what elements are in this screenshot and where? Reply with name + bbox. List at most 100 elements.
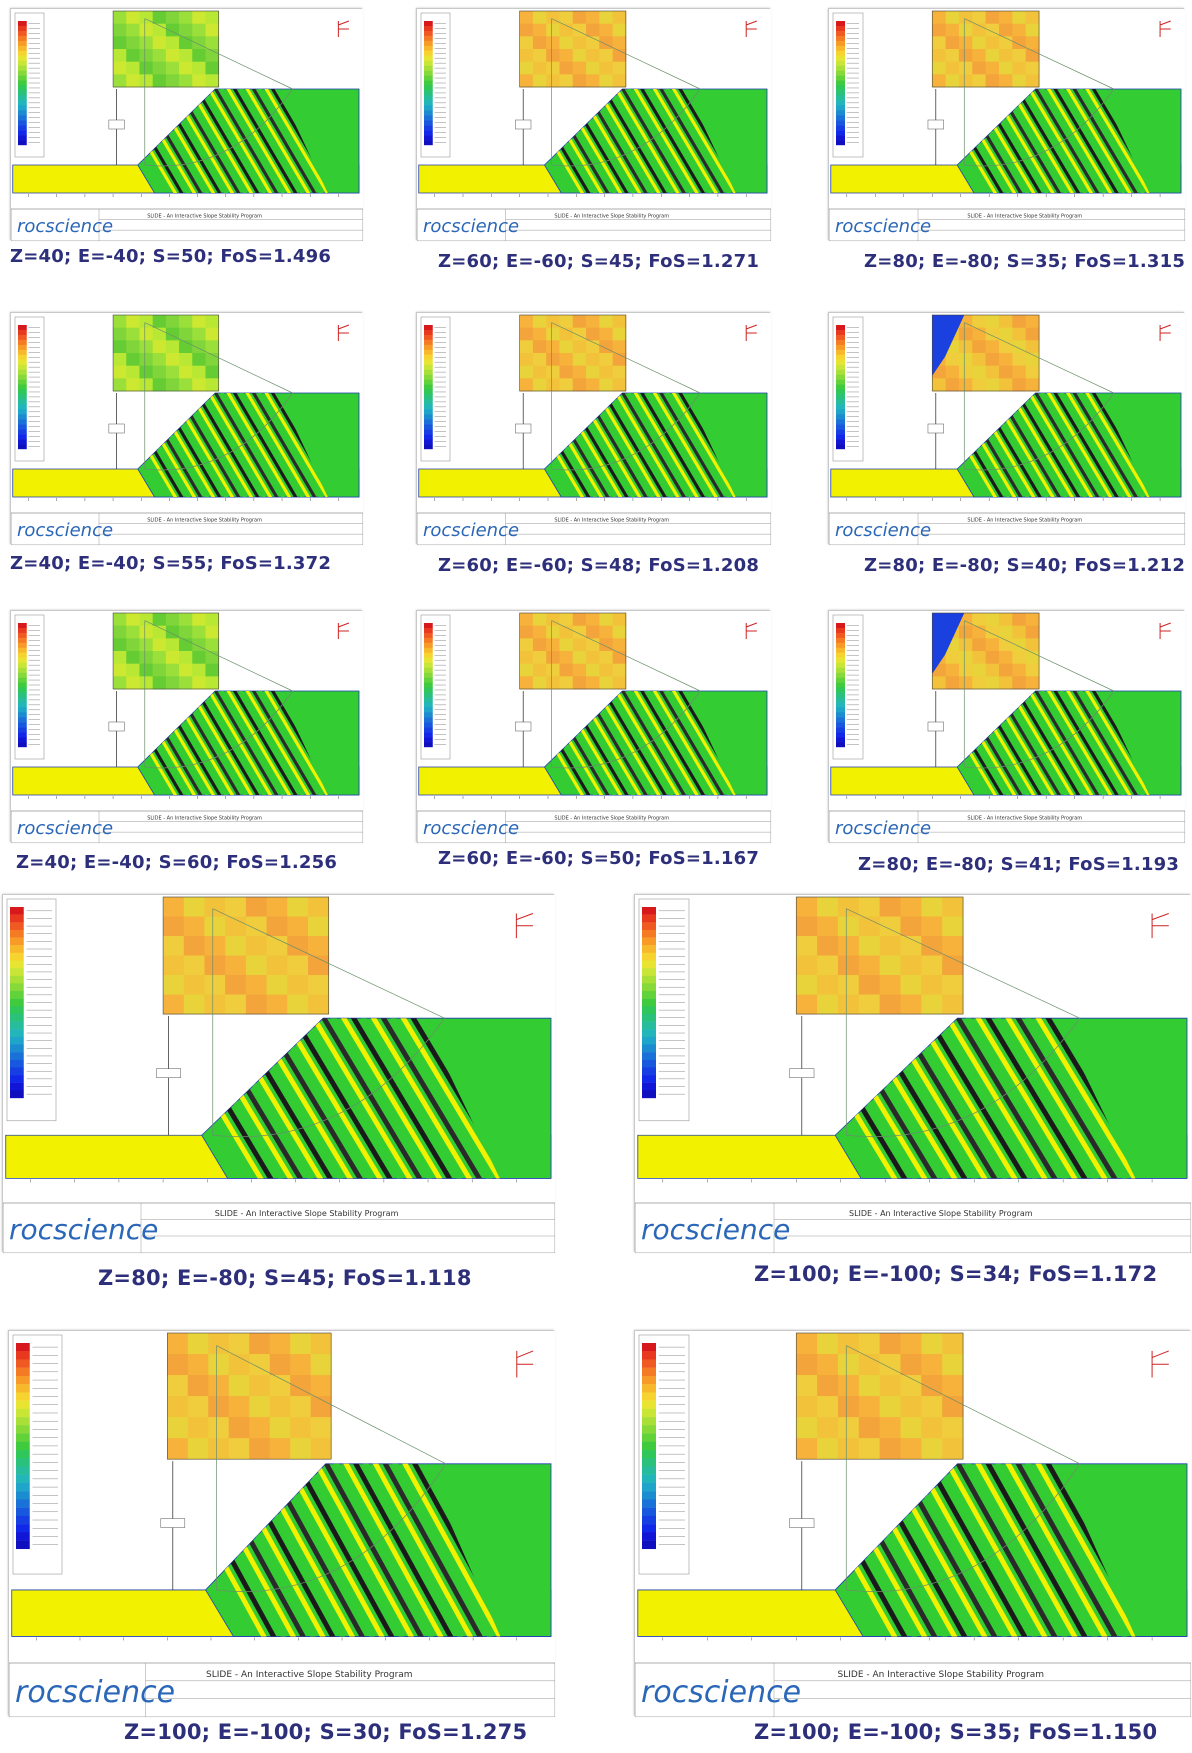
safety-factor-cell (599, 651, 613, 665)
safety-factor-cell (139, 315, 154, 329)
slide-screenshot: rocscience SLIDE - An Interactive Slope S… (2, 894, 555, 1253)
safety-factor-cell (879, 1375, 901, 1397)
safety-factor-cell (249, 1396, 271, 1418)
legend-swatch (642, 975, 656, 984)
safety-factor-cell (152, 49, 167, 63)
legend-swatch (18, 359, 27, 365)
safety-factor-cell (942, 994, 964, 1015)
stratum-band (937, 1018, 1076, 1179)
legend-swatch (18, 80, 27, 86)
legend-swatch (836, 439, 845, 445)
safety-factor-cell (586, 676, 600, 690)
safety-factor-cell (245, 994, 267, 1015)
safety-factor-cell (972, 663, 987, 677)
legend-swatch (424, 702, 433, 708)
stratum-band (362, 1018, 500, 1179)
legend-swatch (18, 667, 27, 673)
safety-factor-cell (958, 340, 973, 354)
legend-swatch (18, 130, 27, 136)
safety-factor-cell (958, 663, 973, 677)
safety-factor-cell (942, 955, 964, 976)
safety-factor-cell (163, 994, 185, 1015)
legend-swatch (10, 952, 24, 961)
legend-swatch (836, 45, 845, 51)
safety-factor-cell (205, 663, 220, 677)
stratum-band (1007, 1463, 1136, 1637)
analysis-panel: rocscience SLIDE - An Interactive Slope S… (416, 312, 771, 576)
safety-factor-cell (192, 613, 206, 627)
safety-factor-cell (985, 625, 1000, 639)
stratum-band (615, 393, 704, 497)
safety-factor-cell (192, 676, 206, 690)
safety-factor-cell (817, 955, 839, 976)
safety-factor-cell (205, 36, 220, 50)
safety-factor-cell (1012, 61, 1027, 75)
slide-screenshot: rocscience SLIDE - An Interactive Slope S… (10, 312, 363, 545)
legend-swatch (424, 115, 433, 121)
safety-factor-cell (152, 378, 167, 392)
safety-factor-cell (858, 936, 881, 956)
safety-factor-cell (245, 916, 267, 937)
legend-swatch (10, 1090, 24, 1099)
legend-swatch (18, 682, 27, 688)
safety-factor-cell (532, 365, 547, 379)
safety-factor-cell (519, 378, 534, 392)
safety-factor-cell (612, 663, 627, 677)
stratum-band (1029, 89, 1118, 193)
legend-swatch (836, 30, 845, 37)
safety-factor-cell (205, 327, 220, 341)
slip-surface (964, 88, 1115, 167)
radius-line (212, 908, 445, 1019)
safety-factor-cell (165, 663, 180, 677)
slide-model-view: rocscience SLIDE - An Interactive Slope S… (3, 895, 555, 1253)
safety-factor-cell (152, 651, 167, 665)
safety-factor-cell (126, 36, 140, 50)
safety-factor-cell (192, 23, 206, 37)
stratum-band (660, 393, 736, 497)
legend-swatch (424, 75, 433, 81)
legend-swatch (424, 25, 433, 32)
radius-line (964, 18, 1114, 90)
legend-swatch (836, 642, 845, 648)
legend-swatch (16, 1351, 30, 1360)
safety-factor-cell (187, 1417, 209, 1439)
analysis-caption: Z=100; E=-100; S=34; FoS=1.172 (754, 1262, 1158, 1286)
legend-swatch (18, 120, 27, 126)
safety-factor-cell (599, 11, 613, 25)
legend-swatch (10, 991, 24, 999)
safety-factor-cell (179, 365, 193, 379)
legend-swatch (18, 85, 27, 91)
legend-swatch (642, 1532, 656, 1541)
legend-swatch (424, 712, 433, 718)
safety-factor-cell (167, 1438, 189, 1460)
slide-model-view: rocscience SLIDE - An Interactive Slope S… (635, 1331, 1191, 1717)
safety-factor-cell (179, 676, 193, 690)
safety-factor-cell (985, 315, 1000, 329)
legend-swatch (18, 115, 27, 121)
legend-swatch (18, 632, 27, 639)
legend-swatch (18, 40, 27, 46)
slip-surface (216, 1463, 447, 1592)
stratum-band (957, 393, 1028, 497)
safety-factor-cell (204, 975, 226, 995)
safety-factor-cell (1025, 365, 1040, 379)
safety-factor-cell (599, 49, 613, 63)
legend-swatch (18, 75, 27, 81)
safety-factor-cell (310, 1333, 332, 1355)
legend-swatch (424, 414, 433, 420)
stratum-band (957, 691, 1028, 795)
rocscience-logo: rocscience (835, 818, 931, 839)
safety-factor-cell (165, 74, 180, 88)
safety-factor-cell (269, 1333, 291, 1355)
safety-factor-cell (985, 23, 1000, 37)
safety-factor-cell (546, 353, 560, 367)
safety-factor-cell (208, 1354, 230, 1376)
safety-factor-cell (942, 1438, 964, 1460)
analysis-caption: Z=100; E=-100; S=30; FoS=1.275 (124, 1720, 528, 1744)
legend-swatch (10, 1059, 24, 1068)
legend-swatch (836, 100, 845, 106)
safety-factor-cell (546, 36, 560, 50)
stratum-band (1016, 89, 1105, 193)
legend-swatch (424, 742, 433, 748)
safety-factor-cell (245, 955, 267, 976)
